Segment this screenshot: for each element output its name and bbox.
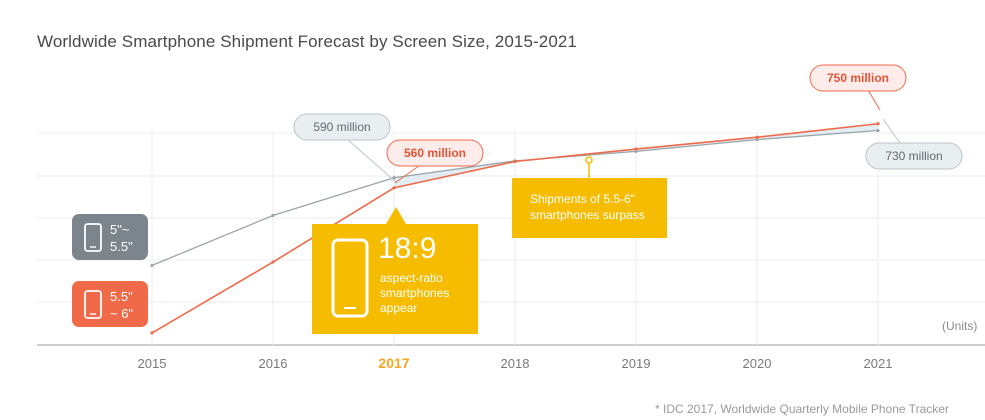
data-point [876,122,880,126]
gridlines [37,132,985,346]
annotation-pointer [882,118,901,144]
legend-item-5-5.5: 5"~ 5.5" [72,214,148,260]
crossover-line: Shipments of 5.5-6" [530,192,635,206]
difference-area [394,123,878,188]
data-point [150,331,154,335]
annotation-pointer [867,89,881,111]
crossover-callout: Shipments of 5.5-6" smartphones surpass [512,178,667,238]
annotation-560-million: 560 million [386,139,484,184]
x-tick-label: 2017 [378,355,409,371]
legend-item-5.5-6: 5.5" ~ 6" [72,281,148,327]
x-tick-label: 2021 [864,356,893,371]
data-point [392,176,396,180]
data-point [271,260,275,264]
data-point [513,159,517,164]
x-tick-label: 2015 [138,356,167,371]
aspect-ratio-value: 18:9 [378,232,437,265]
data-point [392,186,396,190]
annotation-label: 750 million [827,71,889,85]
data-points [150,122,880,335]
annotation-label: 590 million [313,120,370,134]
aspect-ratio-line: aspect-ratio [380,271,443,285]
x-axis-ticks: 2015 2016 2017 2018 2019 2020 2021 [138,130,893,371]
annotation-590-million: 590 million [293,113,398,184]
annotation-label: 730 million [885,149,942,163]
data-point [876,128,880,133]
aspect-ratio-callout: 18:9 aspect-ratio smartphones appear [312,224,478,334]
smartphone-icon [84,290,102,319]
aspect-ratio-line: smartphones [380,286,450,300]
data-point [755,135,759,139]
crossover-line: smartphones surpass [530,208,645,222]
x-tick-label: 2016 [259,356,288,371]
source-note: * IDC 2017, Worldwide Quarterly Mobile P… [655,402,949,416]
annotation-pointer [394,164,421,184]
data-point [150,263,154,268]
annotation-750-million: 750 million [809,64,907,111]
x-tick-label: 2018 [501,356,530,371]
chart-title: Worldwide Smartphone Shipment Forecast b… [37,32,577,51]
smartphone-icon [84,223,102,252]
legend-label-line2: ~ 6" [110,306,134,321]
x-tick-label: 2019 [622,356,651,371]
crossover-marker [585,156,593,164]
annotation-pointer [346,138,398,184]
legend-label-line2: 5.5" [110,239,133,254]
smartphone-icon [331,238,369,318]
annotation-label: 560 million [404,146,466,160]
legend-label-line1: 5"~ [110,222,130,237]
data-point [271,213,275,218]
annotation-730-million: 730 million [865,118,963,170]
aspect-ratio-line: appear [380,301,418,315]
legend-label-line1: 5.5" [110,289,133,304]
units-label: (Units) [942,319,978,333]
aspect-pointer [386,207,406,224]
data-point [755,137,759,142]
x-tick-label: 2020 [743,356,772,371]
data-point [634,149,638,153]
data-point [634,147,638,151]
